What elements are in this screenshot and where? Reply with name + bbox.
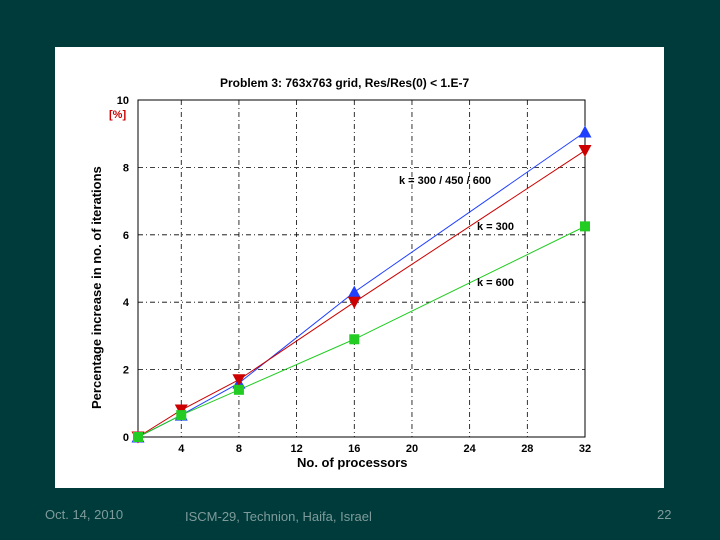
x-tick-label: 28	[521, 443, 533, 455]
chart-panel: Problem 3: 763x763 grid, Res/Res(0) < 1.…	[55, 47, 664, 488]
x-tick-label: 12	[290, 443, 302, 455]
series-line-0	[137, 131, 586, 438]
x-tick-label: 16	[348, 443, 360, 455]
plot-frame	[137, 99, 586, 438]
line-chart: Problem 3: 763x763 grid, Res/Res(0) < 1.…	[89, 76, 592, 470]
x-axis-label: No. of processors	[297, 455, 408, 470]
page-number: 22	[657, 507, 672, 522]
x-tick-label: 20	[406, 443, 418, 455]
series-line-2	[137, 225, 586, 438]
data-point	[233, 384, 244, 395]
series-markers	[131, 125, 592, 444]
data-point	[347, 296, 361, 309]
data-point	[349, 334, 360, 345]
series-lines	[137, 131, 586, 438]
x-tick-label: 32	[579, 443, 591, 455]
y-tick-label: 2	[123, 365, 129, 377]
grid	[138, 100, 585, 437]
data-point	[232, 374, 246, 387]
x-tick-label: 8	[236, 443, 242, 455]
data-point	[578, 145, 592, 158]
x-tick-label: 4	[178, 443, 185, 455]
chart-title: Problem 3: 763x763 grid, Res/Res(0) < 1.…	[220, 76, 469, 90]
y-tick-label: 4	[123, 297, 130, 309]
data-point	[580, 221, 590, 232]
annotation-k300: k = 300	[477, 221, 514, 233]
y-tick-label: 6	[123, 230, 129, 242]
series-line-1	[137, 150, 586, 438]
y-axis-unit: [%]	[109, 109, 126, 121]
data-point	[133, 432, 143, 442]
annotation-all-k: k = 300 / 450 / 600	[399, 175, 491, 187]
annotation-k600: k = 600	[477, 277, 514, 289]
y-tick-label: 0	[123, 432, 129, 444]
y-tick-label: 8	[123, 162, 129, 174]
x-tick-label: 24	[464, 443, 477, 455]
data-point	[347, 285, 361, 298]
y-axis-label: Percentage increase in no. of iterations	[89, 166, 104, 409]
footer-event: ISCM-29, Technion, Haifa, Israel	[185, 509, 372, 524]
footer-date: Oct. 14, 2010	[45, 507, 124, 522]
data-point	[176, 410, 187, 421]
y-tick-label: 10	[117, 95, 129, 107]
data-point	[578, 125, 592, 138]
